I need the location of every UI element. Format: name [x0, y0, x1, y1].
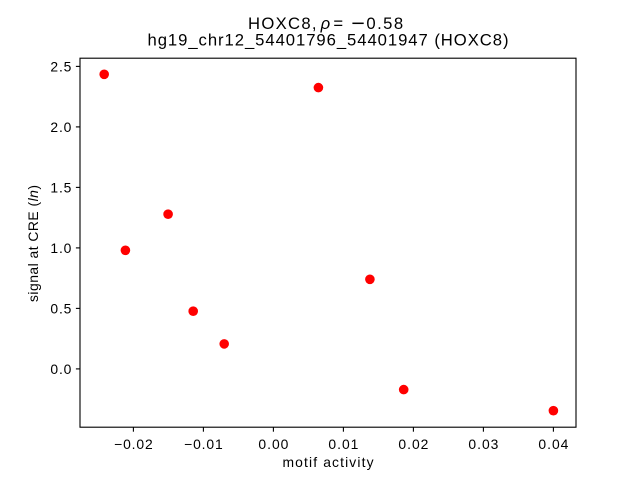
svg-text:0.02: 0.02: [398, 436, 428, 452]
svg-text:0.5: 0.5: [50, 300, 71, 316]
svg-text:1.0: 1.0: [50, 240, 71, 256]
svg-text:0.01: 0.01: [328, 436, 358, 452]
svg-text:signal at CRE (ln): signal at CRE (ln): [25, 185, 41, 302]
svg-text:0.00: 0.00: [258, 436, 288, 452]
svg-text:1.5: 1.5: [50, 179, 71, 195]
svg-text:motif activity: motif activity: [283, 454, 374, 470]
svg-text:HOXC8,ρ=0.58: HOXC8, ρ = 0.58: [248, 14, 405, 33]
svg-text:2.5: 2.5: [50, 58, 71, 74]
svg-text:−0.02: −0.02: [114, 436, 153, 452]
svg-text:2.0: 2.0: [50, 119, 71, 135]
svg-text:0.04: 0.04: [538, 436, 568, 452]
svg-text:0.0: 0.0: [50, 361, 71, 377]
svg-text:0.03: 0.03: [468, 436, 498, 452]
svg-text:hg19_chr12_54401796_54401947 (: hg19_chr12_54401796_54401947 (HOXC8): [148, 31, 509, 50]
svg-text:−0.01: −0.01: [184, 436, 223, 452]
